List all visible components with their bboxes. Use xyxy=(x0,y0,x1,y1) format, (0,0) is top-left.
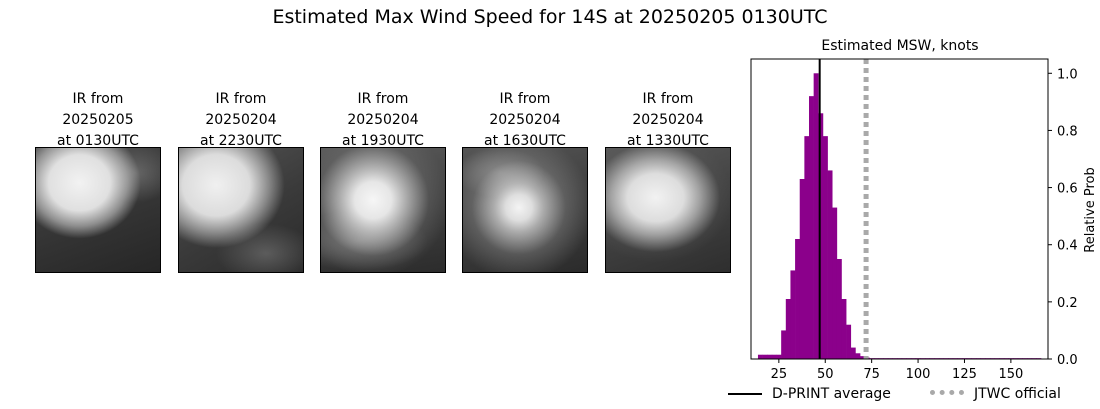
histogram-bar xyxy=(790,270,796,359)
histogram-bar xyxy=(771,354,777,359)
x-tick-label: 100 xyxy=(906,367,931,382)
figure-title: Estimated Max Wind Speed for 14S at 2025… xyxy=(272,6,828,28)
histogram-bar xyxy=(855,353,861,359)
histogram-bar xyxy=(804,136,810,359)
chart-title: Estimated MSW, knots xyxy=(821,38,978,54)
histogram-bar xyxy=(809,96,814,360)
ir-title-time: at 2230UTC xyxy=(200,133,282,149)
y-tick-label: 0.8 xyxy=(1057,124,1078,139)
histogram-bar xyxy=(762,354,768,359)
x-tick-label: 25 xyxy=(771,367,788,382)
ir-title-time: at 0130UTC xyxy=(57,133,139,149)
ir-satellite-image xyxy=(605,147,731,273)
legend-jtwc: JTWC official xyxy=(930,386,1061,402)
ir-satellite-image xyxy=(178,147,304,273)
y-tick-label: 0.6 xyxy=(1057,182,1078,197)
y-tick-label: 0.2 xyxy=(1057,296,1078,311)
jtwc-legend-label: JTWC official xyxy=(974,386,1061,402)
ir-title-line1: IR from xyxy=(72,91,124,107)
ir-title-time: at 1930UTC xyxy=(342,133,424,149)
histogram-bar xyxy=(799,179,805,359)
histogram-bar xyxy=(785,299,791,359)
ir-title-line1: IR from xyxy=(215,91,267,107)
ir-title-line1: IR from xyxy=(642,91,694,107)
y-tick-label: 0.4 xyxy=(1057,239,1078,254)
ir-satellite-image xyxy=(35,147,161,273)
ir-panel-title: IR from 20250204 at 1930UTC xyxy=(300,89,466,152)
histogram-bar xyxy=(822,136,828,359)
histogram-bar xyxy=(860,356,865,359)
histogram-bar xyxy=(846,324,852,359)
histogram-bar xyxy=(757,354,763,359)
ir-title-time: at 1330UTC xyxy=(627,133,709,149)
ir-panel-title: IR from 20250204 at 1630UTC xyxy=(442,89,608,152)
x-axis: 25 50 75 100 125 150 xyxy=(771,359,1023,382)
histogram-bar xyxy=(818,113,824,360)
ir-panel-title: IR from 20250204 at 2230UTC xyxy=(158,89,324,152)
ir-satellite-image xyxy=(462,147,588,273)
histogram-bar xyxy=(841,299,847,359)
x-tick-label: 125 xyxy=(952,367,977,382)
histogram-bars xyxy=(757,73,1042,360)
y-tick-label: 1.0 xyxy=(1057,67,1078,82)
ir-title-date: 20250204 xyxy=(205,112,277,128)
ir-title-date: 20250204 xyxy=(632,112,704,128)
histogram-bar xyxy=(767,354,773,359)
histogram-bar xyxy=(781,330,787,359)
histogram-bar xyxy=(776,354,782,359)
dprint-legend-label: D-PRINT average xyxy=(772,386,891,402)
ir-title-date: 20250204 xyxy=(347,112,419,128)
ir-title-date: 20250204 xyxy=(489,112,561,128)
histogram-bar xyxy=(827,170,833,359)
ir-satellite-image xyxy=(320,147,446,273)
ir-title-line1: IR from xyxy=(499,91,551,107)
y-axis: 0.0 0.2 0.4 0.6 0.8 1.0 xyxy=(1048,67,1078,368)
ir-title-time: at 1630UTC xyxy=(484,133,566,149)
dprint-line-swatch xyxy=(728,393,762,395)
histogram-bar xyxy=(795,239,801,359)
jtwc-line-swatch xyxy=(930,390,964,395)
plot-frame xyxy=(750,58,1049,360)
ir-panel-title: IR from 20250204 at 1330UTC xyxy=(585,89,751,152)
y-tick-label: 0.0 xyxy=(1057,353,1078,368)
y-axis-label: Relative Prob xyxy=(1083,167,1098,252)
x-tick-label: 150 xyxy=(998,367,1023,382)
reference-lines xyxy=(818,59,869,359)
ir-panel-title: IR from 20250205 at 0130UTC xyxy=(15,89,181,152)
histogram-bar xyxy=(813,73,819,360)
ir-title-line1: IR from xyxy=(357,91,409,107)
ir-title-date: 20250205 xyxy=(62,112,134,128)
legend-dprint: D-PRINT average xyxy=(728,386,891,402)
x-tick-label: 50 xyxy=(817,367,834,382)
histogram-bar xyxy=(850,347,856,359)
x-tick-label: 75 xyxy=(863,367,880,382)
histogram-bar xyxy=(832,207,838,359)
histogram-bar xyxy=(836,259,842,359)
